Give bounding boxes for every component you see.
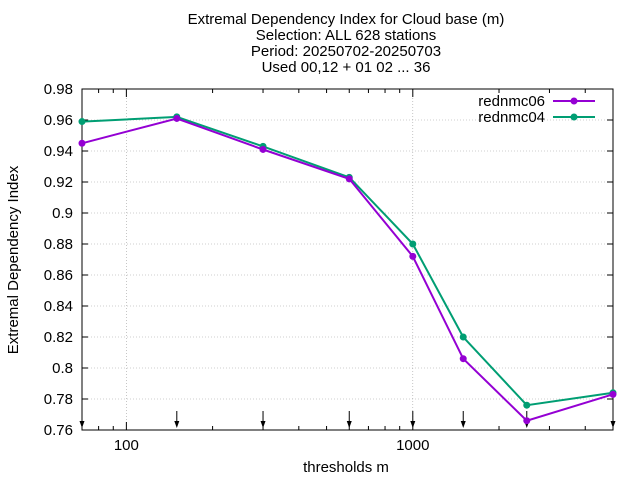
y-axis-ticks: 0.76 0.78 0.8 0.82 0.84 0.86 0.88 0.9 0.92 0.94 0.… <box>44 81 613 439</box>
y-tick-label: 0.76 <box>44 422 73 439</box>
y-tick-label: 0.86 <box>44 267 73 284</box>
chart-title-line-1: Extremal Dependency Index for Cloud base… <box>187 11 505 28</box>
x-axis-ticks: 100 1000 <box>98 89 586 454</box>
series-line <box>81 117 614 422</box>
y-tick-label: 0.82 <box>44 329 73 346</box>
y-tick-label: 0.88 <box>44 236 73 253</box>
data-point <box>409 252 417 260</box>
y-tick-label: 0.8 <box>52 360 73 377</box>
data-series <box>78 113 617 425</box>
y-tick-label: 0.92 <box>44 174 73 191</box>
y-tick-label: 0.84 <box>44 298 73 315</box>
data-point <box>345 175 353 183</box>
y-tick-label: 0.78 <box>44 391 73 408</box>
data-point <box>78 139 86 147</box>
y-tick-label: 0.98 <box>44 81 73 98</box>
threshold-arrow-head <box>260 421 266 428</box>
plot-frame <box>81 88 614 431</box>
data-point <box>459 333 467 341</box>
legend-swatch-marker <box>570 113 578 121</box>
threshold-arrow-head <box>460 421 466 428</box>
data-point <box>459 355 467 363</box>
legend-label: rednmc04 <box>478 109 545 126</box>
data-point <box>609 390 617 398</box>
data-point <box>173 114 181 122</box>
chart-title-line-4: Used 00,12 + 01 02 ... 36 <box>261 59 431 76</box>
threshold-arrows <box>79 411 616 428</box>
data-point <box>523 417 531 425</box>
y-tick-label: 0.94 <box>44 143 73 160</box>
x-axis-label: thresholds m <box>303 459 389 476</box>
data-point <box>259 145 267 153</box>
y-axis-label: Extremal Dependency Index <box>5 165 22 354</box>
legend-swatch-marker <box>570 97 578 105</box>
y-tick-label: 0.9 <box>52 205 73 222</box>
data-point <box>409 240 417 248</box>
data-point <box>78 118 86 126</box>
threshold-arrow-head <box>174 421 180 428</box>
x-tick-label: 1000 <box>396 437 429 454</box>
series-line <box>81 115 614 407</box>
data-point <box>523 401 531 409</box>
legend-label: rednmc06 <box>478 93 545 110</box>
chart-title-line-2: Selection: ALL 628 stations <box>255 27 437 44</box>
chart-title-line-3: Period: 20250702-20250703 <box>250 43 442 60</box>
threshold-arrow-head <box>346 421 352 428</box>
y-tick-label: 0.96 <box>44 112 73 129</box>
x-tick-label: 100 <box>114 437 139 454</box>
grid-lines <box>82 89 613 430</box>
